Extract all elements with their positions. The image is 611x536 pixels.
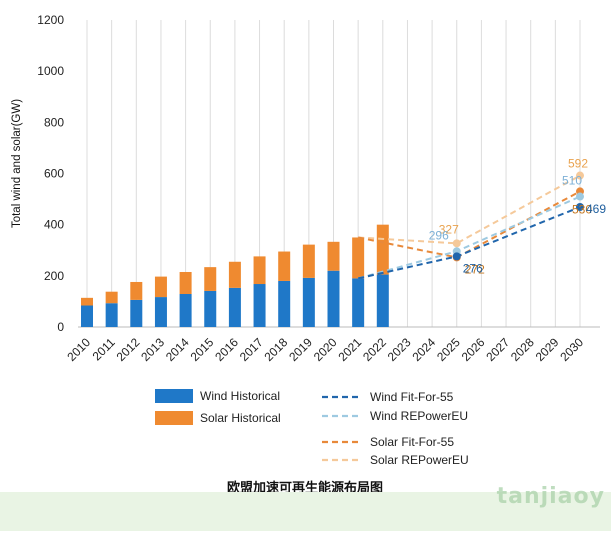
bar-wind-2012 xyxy=(130,299,143,327)
point-solar-repowereu-2025 xyxy=(452,239,461,248)
x-tick-2015: 2015 xyxy=(188,335,217,364)
x-tick-2019: 2019 xyxy=(286,335,315,364)
bar-wind-2016 xyxy=(228,287,241,327)
bar-wind-2010 xyxy=(81,305,93,327)
y-tick-600: 600 xyxy=(44,167,64,181)
bar-wind-2021 xyxy=(352,278,365,327)
data-label-272: 272 xyxy=(465,262,485,276)
chart-title: 欧盟加速可再生能源布局图 xyxy=(227,480,383,495)
bar-wind-2020 xyxy=(327,270,340,327)
y-tick-200: 200 xyxy=(44,269,64,283)
bar-solar-2017 xyxy=(253,256,266,285)
y-tick-0: 0 xyxy=(57,320,64,334)
data-label-510: 510 xyxy=(562,174,582,188)
x-tick-2010: 2010 xyxy=(64,335,93,364)
legend-label-wind-repowereu: Wind REPowerEU xyxy=(370,409,468,423)
y-tick-800: 800 xyxy=(44,115,64,129)
bar-wind-2015 xyxy=(204,290,217,327)
x-tick-2026: 2026 xyxy=(459,335,488,364)
data-label-469: 469 xyxy=(586,202,606,216)
bar-solar-2021 xyxy=(352,237,365,279)
point-solar-repowereu-2030 xyxy=(576,171,584,180)
x-tick-2021: 2021 xyxy=(335,335,364,364)
x-tick-2025: 2025 xyxy=(434,335,463,364)
legend-label-wind-historical: Wind Historical xyxy=(200,389,280,403)
legend-label-solar-fit-for-55: Solar Fit-For-55 xyxy=(370,435,454,449)
data-label-327: 327 xyxy=(439,222,459,236)
bar-solar-2020 xyxy=(327,241,340,271)
bar-wind-2017 xyxy=(253,284,266,327)
x-tick-2023: 2023 xyxy=(385,335,414,364)
x-tick-2011: 2011 xyxy=(90,335,118,363)
bar-solar-2012 xyxy=(130,281,143,300)
line-solar-fit-for-55 xyxy=(357,190,581,259)
bar-solar-2018 xyxy=(278,251,291,281)
bar-solar-2014 xyxy=(179,271,192,294)
bar-wind-2011 xyxy=(105,303,118,327)
point-wind-fit-for-55-2025 xyxy=(452,252,461,261)
x-tick-2012: 2012 xyxy=(114,335,143,364)
x-tick-2028: 2028 xyxy=(508,335,537,364)
y-tick-1000: 1000 xyxy=(37,64,64,78)
bar-wind-2022 xyxy=(376,274,389,327)
x-tick-2017: 2017 xyxy=(237,335,266,364)
data-label-530: 530 xyxy=(572,202,592,216)
y-axis-label: Total wind and solar(GW) xyxy=(11,99,23,228)
data-label-296: 296 xyxy=(429,228,449,242)
bar-solar-2016 xyxy=(228,261,241,288)
x-tick-2018: 2018 xyxy=(262,335,291,364)
x-tick-2016: 2016 xyxy=(212,335,241,364)
line-solar-repowereu xyxy=(358,174,581,245)
bar-solar-2013 xyxy=(154,276,167,298)
bar-wind-2019 xyxy=(302,277,315,327)
bar-solar-2019 xyxy=(302,244,315,278)
footer-band xyxy=(0,492,611,531)
point-wind-repowereu-2030 xyxy=(576,192,584,201)
legend-swatch-solar-historical xyxy=(155,411,193,425)
bar-solar-2015 xyxy=(204,267,217,291)
data-label-276: 276 xyxy=(463,261,483,275)
legend-label-wind-fit-for-55: Wind Fit-For-55 xyxy=(370,390,454,404)
legend-swatch-wind-historical xyxy=(155,389,193,403)
point-wind-fit-for-55-2030 xyxy=(576,203,584,212)
x-tick-2020: 2020 xyxy=(311,335,340,364)
watermark: tanjiaoy xyxy=(496,484,605,509)
legend-label-solar-historical: Solar Historical xyxy=(200,411,281,425)
x-tick-2013: 2013 xyxy=(138,335,167,364)
y-tick-400: 400 xyxy=(44,218,64,232)
bar-solar-2011 xyxy=(105,291,118,304)
legend-label-solar-repowereu: Solar REPowerEU xyxy=(370,453,469,467)
y-tick-1200: 1200 xyxy=(37,13,64,27)
x-tick-2027: 2027 xyxy=(483,335,512,364)
x-tick-2024: 2024 xyxy=(409,335,438,364)
bar-solar-2010 xyxy=(81,297,93,306)
bar-wind-2018 xyxy=(278,280,291,327)
bar-wind-2014 xyxy=(179,293,192,327)
x-tick-2014: 2014 xyxy=(163,335,192,364)
data-label-592: 592 xyxy=(568,157,588,171)
x-tick-2022: 2022 xyxy=(360,335,389,364)
x-tick-2030: 2030 xyxy=(557,335,586,364)
x-tick-2029: 2029 xyxy=(533,335,562,364)
bar-solar-2022 xyxy=(376,224,389,275)
bar-wind-2013 xyxy=(154,297,167,327)
